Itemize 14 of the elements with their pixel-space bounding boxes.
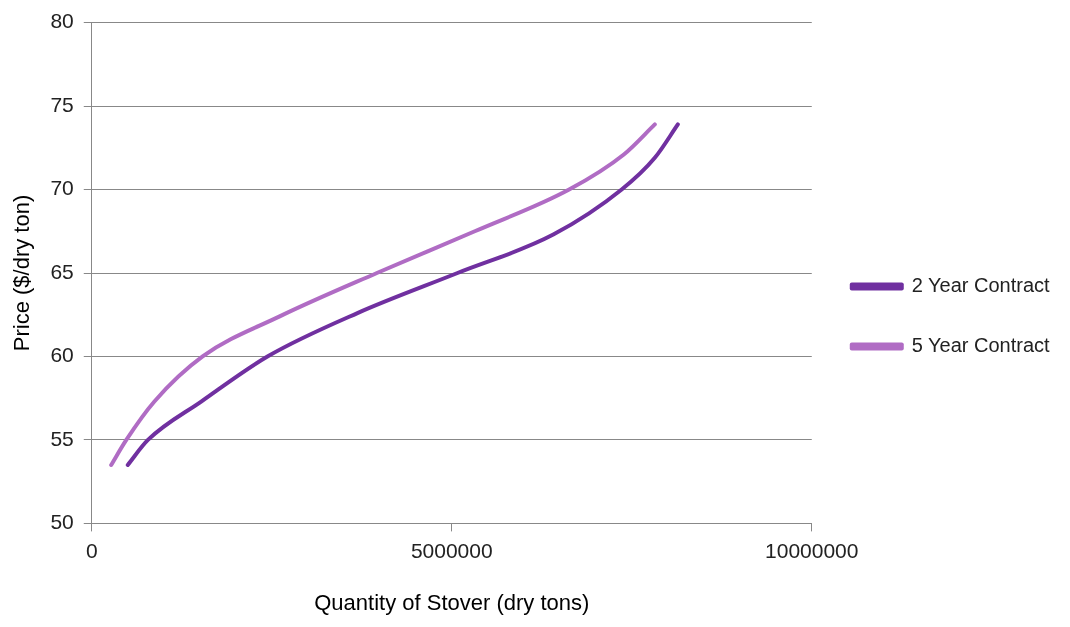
x-axis-title: Quantity of Stover (dry tons) [314, 589, 590, 615]
y-tick-label: 65 [50, 259, 74, 283]
legend-label: 2 Year Contract [911, 274, 1051, 297]
x-tick-label: 10000000 [765, 538, 859, 562]
y-tick-label: 75 [50, 92, 74, 116]
y-tick-label: 50 [50, 510, 74, 534]
y-tick-label: 55 [50, 426, 74, 450]
legend-label: 5 Year Contract [911, 334, 1051, 357]
y-tick-label: 80 [50, 9, 74, 33]
y-tick-label: 70 [50, 176, 74, 200]
x-tick-label: 0 [85, 538, 98, 562]
y-tick-label: 60 [50, 343, 74, 367]
x-tick-label: 5000000 [410, 538, 493, 562]
y-axis-title: Price ($/dry ton) [9, 194, 35, 352]
